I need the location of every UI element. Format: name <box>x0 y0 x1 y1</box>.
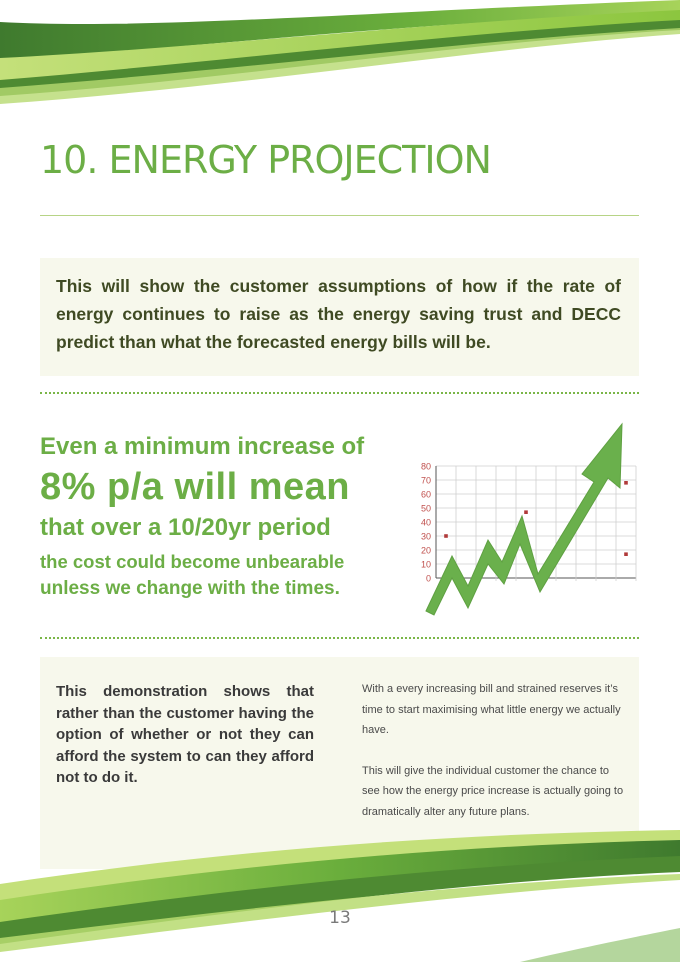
chart-point <box>444 534 448 538</box>
trend-arrow <box>425 422 623 616</box>
chart-y-tick-label: 70 <box>421 476 431 486</box>
title-divider <box>40 215 639 216</box>
page-title: 10. ENERGY PROJECTION <box>40 138 492 182</box>
chart-points <box>444 481 628 556</box>
bottom-right-column: With a every increasing bill and straine… <box>362 679 624 822</box>
chart-grid <box>435 465 637 581</box>
intro-text: This will show the customer assumptions … <box>56 276 621 352</box>
energy-growth-chart: 0 10 20 30 40 50 60 70 80 <box>421 422 637 616</box>
chart-y-tick-label: 30 <box>421 532 431 542</box>
chart-y-tick-label: 0 <box>426 574 431 584</box>
chart-y-tick-label: 40 <box>421 518 431 528</box>
chart-y-ticks: 0 10 20 30 40 50 60 70 80 <box>421 462 431 584</box>
demonstration-text: This demonstration shows that rather tha… <box>56 683 314 786</box>
highlight-line-5: unless we change with the times. <box>40 578 340 599</box>
highlight-line-3: that over a 10/20yr period <box>40 514 331 541</box>
right-paragraph-2: This will give the individual customer t… <box>362 764 624 818</box>
bottom-info-box: This demonstration shows that rather tha… <box>40 657 639 869</box>
dotted-divider-top <box>40 392 639 394</box>
highlight-line-2: 8% p/a will mean <box>40 466 350 508</box>
dotted-divider-bottom <box>40 637 639 639</box>
right-paragraph-1: With a every increasing bill and straine… <box>362 683 621 736</box>
intro-box: This will show the customer assumptions … <box>40 258 639 376</box>
bottom-decorative-swoosh <box>0 830 680 962</box>
chart-y-tick-label: 60 <box>421 490 431 500</box>
highlight-line-1: Even a minimum increase of <box>40 433 365 460</box>
highlight-line-4: the cost could become unbearable <box>40 551 345 572</box>
chart-point <box>524 510 528 514</box>
chart-y-tick-label: 80 <box>421 462 431 472</box>
top-decorative-swoosh <box>0 0 680 104</box>
chart-y-tick-label: 10 <box>421 560 431 570</box>
chart-point <box>624 552 628 556</box>
chart-point <box>624 481 628 485</box>
chart-y-tick-label: 20 <box>421 546 431 556</box>
page-number: 13 <box>329 908 351 928</box>
chart-y-tick-label: 50 <box>421 504 431 514</box>
